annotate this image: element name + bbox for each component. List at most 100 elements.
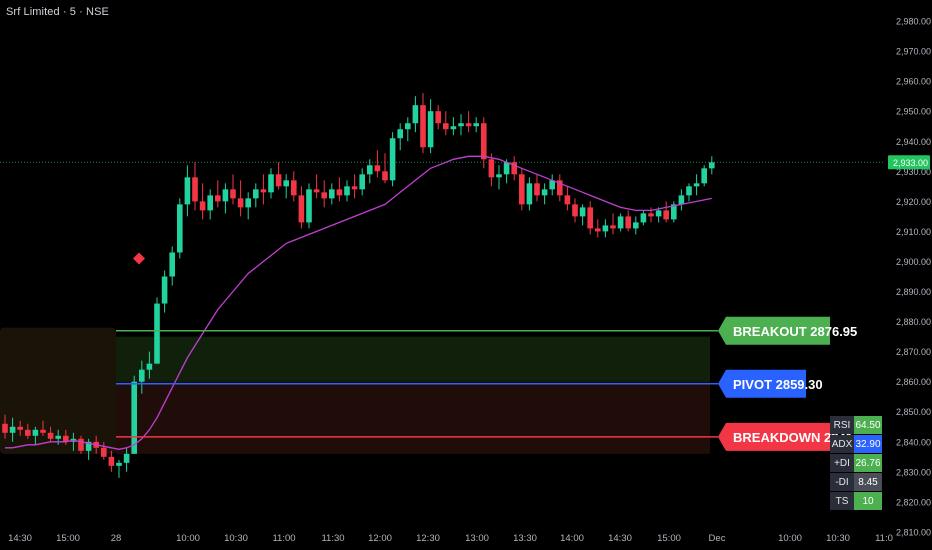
candle-body (610, 225, 616, 229)
candle (465, 111, 472, 133)
candle (602, 219, 609, 238)
candle-body (481, 123, 487, 160)
candle-body (177, 204, 183, 253)
candle-body (655, 210, 662, 217)
candle-body (595, 228, 601, 232)
candle (215, 180, 221, 208)
pivot-level-tag (718, 369, 806, 398)
candle-body (450, 126, 457, 130)
candle-body (625, 216, 631, 229)
candle-body (192, 177, 198, 202)
candle-body (526, 183, 533, 205)
candle (671, 201, 677, 223)
stats-row-adx: ADX 32.90 (830, 435, 882, 453)
candle (78, 435, 84, 454)
candle-body (161, 276, 168, 304)
candle-body (465, 123, 472, 127)
last-price-badge-bg (888, 155, 930, 170)
stats-row-rsi: RSI 64.50 (830, 416, 882, 434)
candle-body (374, 165, 381, 172)
candle (617, 213, 624, 232)
x-tick-label: 13:00 (465, 533, 489, 544)
candle (686, 183, 692, 202)
y-tick-label: 2,940.00 (896, 137, 931, 147)
y-tick-label: 2,820.00 (896, 497, 931, 507)
candle (184, 165, 191, 217)
stats-value: 32.90 (854, 435, 882, 453)
candle-body (458, 123, 464, 127)
candle-body (549, 180, 555, 190)
candle (549, 174, 555, 196)
candle-body (146, 363, 153, 370)
candle-body (435, 111, 441, 124)
breakdown-level-label: BREAKDOWN 2841. (733, 430, 857, 445)
candle (534, 174, 540, 202)
indicator-stats-table: RSI 64.50 ADX 32.90 +DI 26.76 -DI 8.45 TS 10 (830, 415, 882, 511)
x-tick-label: 12:30 (416, 533, 440, 544)
x-axis[interactable]: 14:30 15:00 28 10:00 10:30 11:00 11:30 12:00 12:… (8, 533, 893, 544)
signal-diamond-marker (133, 252, 145, 265)
candle-body (443, 123, 449, 130)
candle-body (648, 213, 654, 217)
candle (557, 174, 563, 202)
y-axis[interactable]: 2,810.00 2,820.00 2,830.00 2,840.00 2,850.00… (888, 17, 931, 538)
candle (139, 360, 145, 394)
candle-body (587, 207, 593, 229)
x-tick-label: 15:00 (657, 533, 681, 544)
candle-body (541, 189, 548, 196)
candle-body (253, 189, 259, 199)
candle (678, 189, 685, 211)
stats-label: RSI (830, 416, 854, 434)
candle-body (579, 207, 586, 217)
candle (32, 426, 39, 445)
moving-average-layer (5, 155, 712, 450)
y-tick-label: 2,890.00 (896, 287, 931, 297)
x-tick-label: Dec (709, 533, 726, 544)
x-tick-label: 10:30 (826, 533, 850, 544)
candle-body (397, 129, 403, 139)
candle-body (260, 189, 267, 193)
candle (693, 174, 700, 196)
candle-body (123, 453, 130, 463)
candle (17, 420, 23, 436)
candle (245, 192, 251, 220)
x-tick-label: 11:0 (875, 533, 893, 544)
candle (655, 207, 662, 223)
x-tick-label: 28 (111, 533, 122, 544)
candle (108, 450, 115, 472)
stats-label: +DI (830, 454, 854, 472)
candle (9, 417, 16, 442)
stats-row-di: -DI 8.45 (830, 473, 882, 491)
candle (382, 153, 388, 184)
candle-body (230, 189, 236, 199)
candle-body (131, 381, 137, 454)
stats-value: 64.50 (854, 416, 882, 434)
candle (222, 183, 229, 214)
candle (625, 210, 631, 232)
candle-body (2, 423, 8, 433)
y-tick-label: 2,910.00 (896, 227, 931, 237)
candle-body (678, 195, 685, 205)
candle (633, 216, 639, 235)
candle (177, 198, 183, 259)
candle (640, 210, 647, 226)
y-tick-label: 2,920.00 (896, 197, 931, 207)
candle (344, 180, 350, 202)
x-tick-label: 14:30 (8, 533, 32, 544)
candle-body (686, 186, 692, 196)
candle (473, 117, 479, 133)
candle (572, 198, 578, 223)
y-tick-label: 2,870.00 (896, 347, 931, 357)
candles-layer (2, 93, 715, 478)
candle-body (108, 456, 115, 466)
candle (420, 93, 426, 154)
candle-body (336, 189, 343, 196)
candle-body (199, 201, 206, 211)
candle-body (116, 462, 122, 466)
candle (275, 162, 282, 190)
candle-body (405, 123, 411, 130)
candle-body (701, 168, 707, 184)
candle (405, 117, 411, 142)
candle-body (291, 180, 297, 196)
